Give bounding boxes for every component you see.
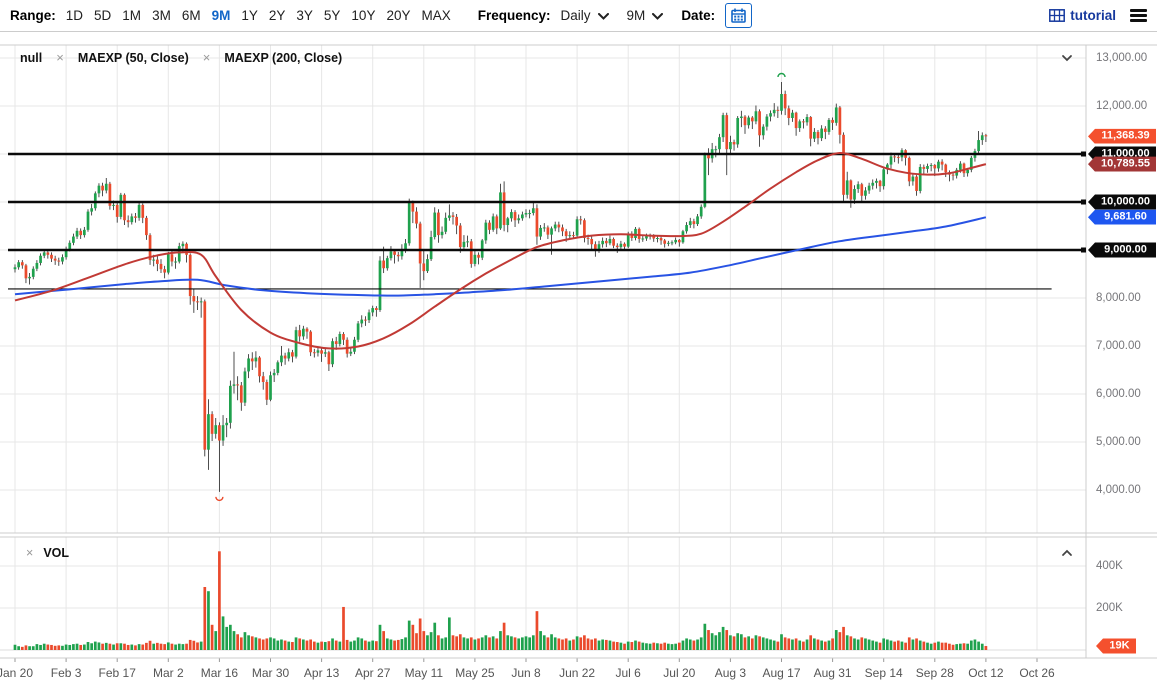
price-badge-level-10000: 10,000.00 xyxy=(1088,194,1156,210)
period-dropdown[interactable]: 9M xyxy=(627,8,664,23)
volume-label: VOL xyxy=(43,546,70,560)
x-axis-label: May 25 xyxy=(455,666,495,680)
low-marker xyxy=(215,496,224,502)
volume-bars-layer xyxy=(13,551,988,650)
gridlines xyxy=(0,45,1086,662)
tutorial-label: tutorial xyxy=(1070,8,1116,23)
range-item-9m[interactable]: 9M xyxy=(211,8,231,23)
y-axis-label: 6,000.00 xyxy=(1096,388,1141,400)
x-axis-label: Jan 20 xyxy=(0,666,34,680)
period-value: 9M xyxy=(626,8,646,23)
range-item-6m[interactable]: 6M xyxy=(181,8,201,23)
x-axis-label: Apr 13 xyxy=(303,666,340,680)
y-axis-label: 4,000.00 xyxy=(1096,484,1141,496)
toolbar: Range: 1D 5D 1M 3M 6M 9M 1Y 2Y 3Y 5Y 10Y 20Y MAX Fre… xyxy=(0,0,1157,32)
remove-maexp50-icon[interactable]: × xyxy=(202,50,211,65)
pane-borders xyxy=(0,44,1157,659)
study-maexp200-label[interactable]: MAEXP (200, Close) xyxy=(224,50,343,65)
range-item-1d[interactable]: 1D xyxy=(65,8,84,23)
x-axis-label: Jul 20 xyxy=(663,666,696,680)
price-badge-ema50-value: 10,789.55 xyxy=(1088,156,1156,172)
x-axis-label: Mar 30 xyxy=(251,666,290,680)
range-item-3m[interactable]: 3M xyxy=(152,8,171,23)
collapse-main-pane-icon[interactable] xyxy=(1059,50,1075,66)
volume-axis-label: 200K xyxy=(1096,602,1123,614)
range-item-max[interactable]: MAX xyxy=(421,8,451,23)
x-axis-label: Sep 14 xyxy=(864,666,903,680)
x-axis-label: Oct 12 xyxy=(968,666,1004,680)
calendar-icon xyxy=(731,8,746,23)
calendar-button[interactable] xyxy=(725,3,753,28)
range-item-20y[interactable]: 20Y xyxy=(386,8,411,23)
expand-volume-pane-icon[interactable] xyxy=(1059,545,1075,561)
x-axis-label: Mar 16 xyxy=(200,666,239,680)
y-axis-label: 8,000.00 xyxy=(1096,292,1141,304)
x-axis-label: Jul 6 xyxy=(615,666,641,680)
volume-legend: × VOL xyxy=(26,546,69,560)
y-axis-label: 12,000.00 xyxy=(1096,100,1148,112)
x-axis-label: Oct 26 xyxy=(1019,666,1055,680)
remove-series-icon[interactable]: × xyxy=(56,50,64,65)
x-axis-label: Aug 31 xyxy=(813,666,852,680)
frequency-label: Frequency: xyxy=(477,8,551,23)
y-axis-label: 5,000.00 xyxy=(1096,436,1141,448)
x-axis-label: Mar 2 xyxy=(152,666,184,680)
menu-icon[interactable] xyxy=(1130,9,1147,22)
range-item-1y[interactable]: 1Y xyxy=(241,8,258,23)
price-badge-ema200-value: 9,681.60 xyxy=(1088,209,1156,225)
date-label: Date: xyxy=(681,8,716,23)
x-axis-label: May 11 xyxy=(404,666,444,680)
study-maexp50-label[interactable]: MAEXP (50, Close) xyxy=(77,50,189,65)
range-item-2y[interactable]: 2Y xyxy=(268,8,286,23)
tutorial-link[interactable]: tutorial xyxy=(1049,8,1116,23)
frequency-dropdown[interactable]: Daily xyxy=(561,8,609,23)
high-marker xyxy=(777,72,786,78)
film-icon xyxy=(1049,9,1066,22)
range-item-5d[interactable]: 5D xyxy=(94,8,112,23)
volume-badge-last: 19K xyxy=(1096,638,1136,654)
x-axis-label: Jun 8 xyxy=(511,666,541,680)
main-chart-legend: null × MAEXP (50, Close) × MAEXP (200, C… xyxy=(20,50,342,65)
x-axis-label: Feb 3 xyxy=(50,666,82,680)
range-item-3y[interactable]: 3Y xyxy=(296,8,313,23)
price-badge-level-9000: 9,000.00 xyxy=(1088,242,1156,258)
chevron-down-icon xyxy=(597,13,609,20)
candles-layer xyxy=(13,82,988,492)
price-badge-last-price: 11,368.39 xyxy=(1088,128,1156,144)
x-axis-label: Feb 17 xyxy=(98,666,136,680)
ema50-line xyxy=(14,151,987,350)
x-axis-label: Apr 27 xyxy=(355,666,391,680)
x-axis-label: Sep 28 xyxy=(915,666,954,680)
y-axis-label: 13,000.00 xyxy=(1096,52,1148,64)
volume-axis-label: 400K xyxy=(1096,560,1123,572)
range-item-10y[interactable]: 10Y xyxy=(351,8,376,23)
chevron-down-icon xyxy=(652,13,664,20)
main-series-label: null xyxy=(20,50,43,65)
frequency-value: Daily xyxy=(560,8,591,23)
x-axis-label: Aug 3 xyxy=(714,666,747,680)
remove-volume-icon[interactable]: × xyxy=(26,546,34,560)
x-axis-label: Aug 17 xyxy=(762,666,801,680)
x-axis-label: Jun 22 xyxy=(559,666,596,680)
range-selector: 1D 5D 1M 3M 6M 9M 1Y 2Y 3Y 5Y 10Y 20Y MAX xyxy=(66,8,462,23)
range-label: Range: xyxy=(10,8,56,23)
range-item-1m[interactable]: 1M xyxy=(122,8,142,23)
ema200-line xyxy=(14,216,987,297)
y-axis-label: 7,000.00 xyxy=(1096,340,1141,352)
range-item-5y[interactable]: 5Y xyxy=(323,8,341,23)
drawn-horizontal-lines[interactable] xyxy=(8,151,1086,290)
